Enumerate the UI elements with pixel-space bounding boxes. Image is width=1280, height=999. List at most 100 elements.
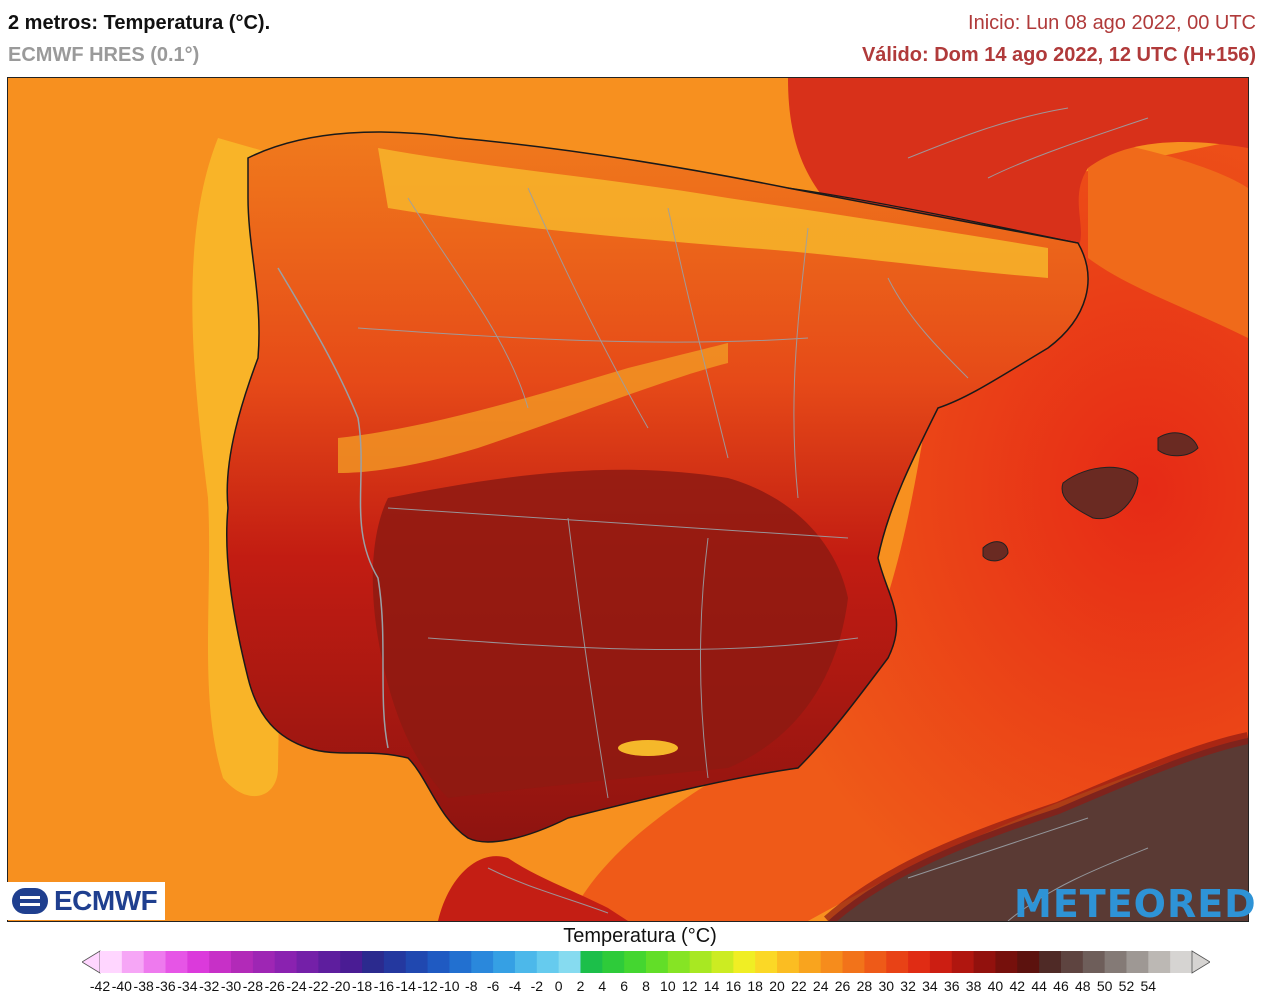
legend-tick-label: -6 (486, 978, 500, 994)
legend-tick-label: 42 (1009, 978, 1026, 994)
colorbar-swatch (471, 951, 494, 973)
colorbar-swatch (820, 951, 844, 973)
colorbar-swatch (1104, 951, 1127, 973)
colorbar-swatch (405, 951, 429, 973)
legend-tick-label: 14 (703, 978, 720, 994)
legend-tick-label: 32 (900, 978, 916, 994)
colorbar-swatch (711, 951, 734, 973)
colorbar-swatch (1170, 951, 1193, 973)
colorbar-swatch (864, 951, 887, 973)
legend-tick-label: 0 (554, 978, 563, 994)
colorbar-swatch (362, 951, 385, 973)
legend-tick-label: 8 (642, 978, 650, 994)
sierra-nevada (618, 740, 678, 756)
legend-tick-label: 50 (1096, 978, 1113, 994)
legend-tick-label: -28 (242, 978, 263, 994)
colorbar-swatch (143, 951, 167, 973)
legend-tick-label: -42 (89, 978, 111, 994)
colorbar-min-arrow (82, 950, 101, 974)
colorbar-swatch (340, 951, 363, 973)
colorbar-swatch (580, 951, 603, 973)
algeria-coast (828, 738, 1248, 921)
legend-tick-label: -10 (439, 978, 460, 994)
legend-tick-label: 22 (791, 978, 807, 994)
ecmwf-logo: ECMWF (6, 882, 166, 920)
colorbar-swatch (1148, 951, 1171, 973)
france-land (788, 78, 1248, 248)
colorbar-swatch (886, 951, 909, 973)
legend-tick-label: 48 (1075, 978, 1091, 994)
france-spain-border (787, 187, 1079, 244)
legend-tick-label: -8 (465, 978, 478, 994)
colorbar-swatch (1060, 951, 1084, 973)
legend-tick-label: -26 (264, 978, 285, 994)
colorbar-swatch (100, 951, 123, 973)
colorbar-swatch (558, 951, 581, 973)
legend-tick-label: 54 (1140, 978, 1157, 994)
legend-tick-label: -38 (133, 978, 154, 994)
colorbar-swatch (187, 951, 210, 973)
interior-hot (372, 469, 848, 798)
legend-tick-label: 18 (747, 978, 763, 994)
temperature-map[interactable] (7, 77, 1249, 922)
colorbar-swatch (951, 951, 975, 973)
algeria-coast-edge (824, 732, 1248, 921)
legend-tick-label: -12 (417, 978, 438, 994)
legend-tick-label: 44 (1031, 978, 1047, 994)
colorbar-swatch (908, 951, 931, 973)
colorbar-swatch (973, 951, 996, 973)
legend-tick-label: -2 (530, 978, 544, 994)
legend-tick-label: 30 (878, 978, 895, 994)
legend-tick-label: 46 (1053, 978, 1069, 994)
menorca (1157, 432, 1199, 457)
meteored-logo: METEORED (1014, 882, 1257, 926)
colorbar-swatch (995, 951, 1018, 973)
legend-tick-label: -16 (373, 978, 395, 994)
colorbar-swatch (667, 951, 691, 973)
colorbar-swatch (624, 951, 647, 973)
legend-tick-label: -36 (155, 978, 176, 994)
legend-tick-label: -30 (220, 978, 242, 994)
valid-time: Válido: Dom 14 ago 2022, 12 UTC (H+156) (861, 44, 1256, 66)
northern-mountains (378, 148, 1048, 278)
colorbar-swatch (493, 951, 516, 973)
model-label: ECMWF HRES (0.1°) (8, 44, 200, 66)
colorbar-swatch (536, 951, 560, 973)
colorbar-swatch (296, 951, 319, 973)
portugal-spain-border (277, 267, 389, 749)
mallorca (1061, 466, 1139, 520)
color-bar (82, 950, 1210, 974)
colorbar-swatch (209, 951, 232, 973)
colorbar-swatch (755, 951, 778, 973)
colorbar-swatch (165, 951, 188, 973)
colorbar-swatch (1039, 951, 1062, 973)
legend-tick-label: -40 (111, 978, 132, 994)
colorbar-swatch (733, 951, 756, 973)
legend-tick-label: 36 (943, 978, 960, 994)
colorbar-swatch (929, 951, 953, 973)
colorbar-swatch (798, 951, 822, 973)
iberia-coastline (225, 131, 1089, 843)
legend-ticks: -42 -40 -38 -36 -34 -32 -30 -28 -26 -24 -22 -20 -18-… (82, 978, 1210, 998)
legend-tick-label: 12 (681, 978, 698, 994)
legend-tick-label: -20 (330, 978, 351, 994)
map-title: 2 metros: Temperatura (°C). (8, 12, 271, 34)
legend-tick-label: -24 (286, 978, 307, 994)
colorbar-swatch (449, 951, 472, 973)
mediterranean-sea (568, 138, 1248, 921)
gulf-of-lion (1088, 138, 1248, 338)
ecmwf-logo-text: ECMWF (54, 885, 158, 916)
colorbar-swatch (777, 951, 800, 973)
colorbar-swatch (602, 951, 625, 973)
ibiza (982, 541, 1009, 562)
colorbar-max-arrow (1191, 950, 1210, 974)
region-borders (357, 107, 1149, 921)
colorbar-swatch (1017, 951, 1040, 973)
colorbar-swatch (318, 951, 341, 973)
legend-tick-label: 26 (834, 978, 851, 994)
colorbar-swatch (514, 951, 538, 973)
legend-tick-label: 34 (922, 978, 938, 994)
colorbar-swatch (842, 951, 865, 973)
legend-tick-label: -4 (508, 978, 522, 994)
legend-tick-label: -32 (199, 978, 220, 994)
